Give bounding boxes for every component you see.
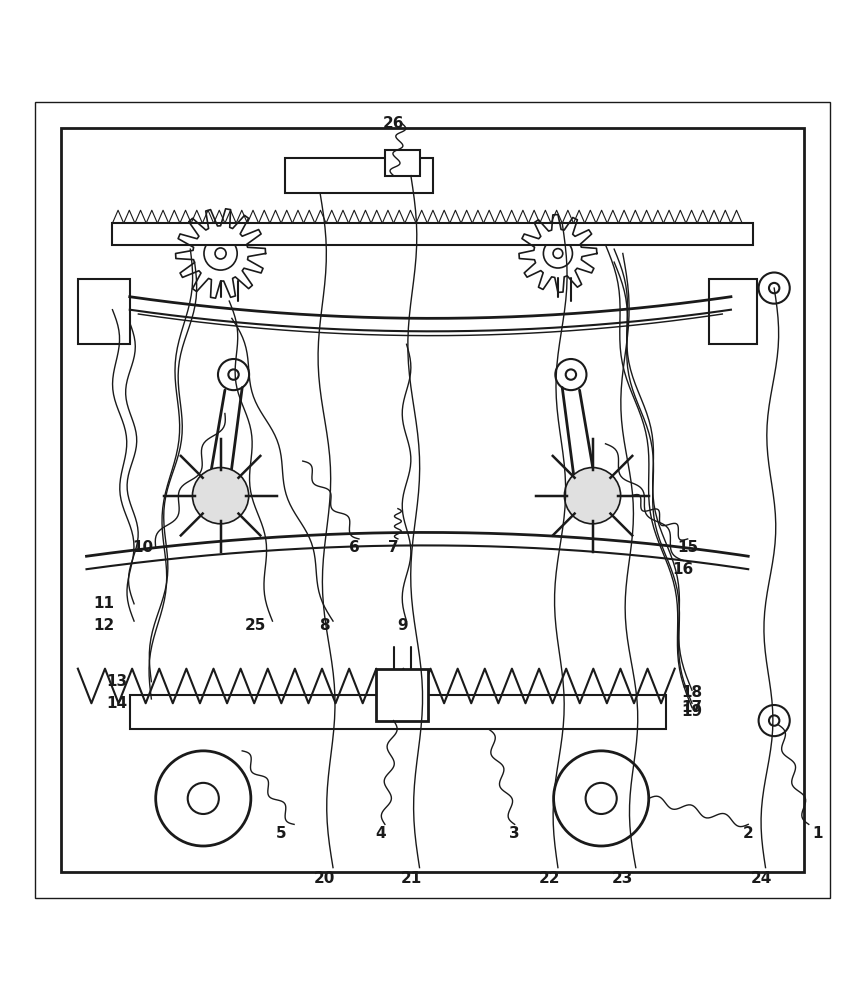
Text: 13: 13 bbox=[106, 674, 127, 689]
Bar bbox=[112, 223, 753, 245]
Text: 6: 6 bbox=[349, 540, 360, 555]
Text: 3: 3 bbox=[509, 826, 520, 841]
Text: 24: 24 bbox=[751, 871, 772, 886]
Bar bbox=[78, 279, 130, 344]
Text: 14: 14 bbox=[106, 696, 127, 711]
Text: 22: 22 bbox=[539, 871, 560, 886]
Circle shape bbox=[193, 468, 249, 524]
Bar bbox=[376, 669, 428, 721]
Bar bbox=[709, 279, 757, 344]
Text: 17: 17 bbox=[682, 700, 702, 715]
Text: 25: 25 bbox=[245, 618, 266, 633]
Text: 16: 16 bbox=[673, 562, 694, 577]
Bar bbox=[61, 128, 804, 872]
Bar bbox=[130, 695, 666, 729]
Text: 4: 4 bbox=[375, 826, 386, 841]
Text: 1: 1 bbox=[812, 826, 823, 841]
Bar bbox=[385, 150, 420, 176]
Text: 21: 21 bbox=[400, 871, 421, 886]
Text: 15: 15 bbox=[677, 540, 698, 555]
Text: 18: 18 bbox=[682, 685, 702, 700]
Text: 9: 9 bbox=[397, 618, 407, 633]
Text: 11: 11 bbox=[93, 596, 114, 611]
Text: 10: 10 bbox=[132, 540, 153, 555]
Bar bbox=[285, 158, 432, 193]
Text: 12: 12 bbox=[93, 618, 114, 633]
Text: 19: 19 bbox=[682, 704, 702, 719]
Text: 5: 5 bbox=[276, 826, 286, 841]
Text: 8: 8 bbox=[319, 618, 330, 633]
Text: 7: 7 bbox=[388, 540, 399, 555]
Text: 23: 23 bbox=[612, 871, 633, 886]
Text: 20: 20 bbox=[314, 871, 335, 886]
Circle shape bbox=[565, 468, 621, 524]
Text: 26: 26 bbox=[383, 116, 404, 131]
Text: 2: 2 bbox=[743, 826, 753, 841]
